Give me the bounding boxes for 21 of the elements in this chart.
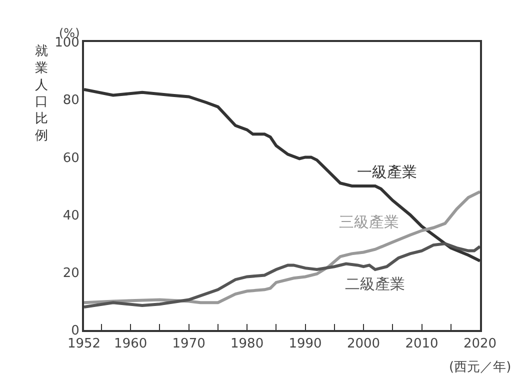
y-tick-label: 40 [62, 208, 80, 224]
x-tick-label: 1970 [172, 336, 206, 352]
y-tick-label: 80 [62, 93, 80, 108]
line-series [84, 242, 480, 308]
line-series [84, 190, 480, 304]
series-label: 三級產業 [339, 213, 399, 231]
y-tick-label: 0 [71, 324, 80, 339]
x-tick-label: 1980 [230, 336, 264, 352]
x-axis-title: (西元／年) [449, 360, 512, 375]
x-tick-label: 2020 [463, 336, 497, 352]
x-tick-label: 2000 [346, 336, 380, 352]
x-tick-label: 1960 [114, 336, 148, 352]
series-label: 二級產業 [345, 275, 405, 293]
y-tick-label: 100 [54, 36, 80, 51]
y-tick-label: 20 [62, 266, 80, 281]
y-axis-title: 就業人口比例 [35, 44, 48, 144]
x-tick-label: 2010 [405, 336, 438, 352]
x-tick-label: 1990 [288, 336, 322, 352]
x-tick-label: 1952 [67, 336, 101, 352]
y-tick-label: 60 [62, 150, 80, 166]
series-label: 一級產業 [357, 163, 417, 181]
